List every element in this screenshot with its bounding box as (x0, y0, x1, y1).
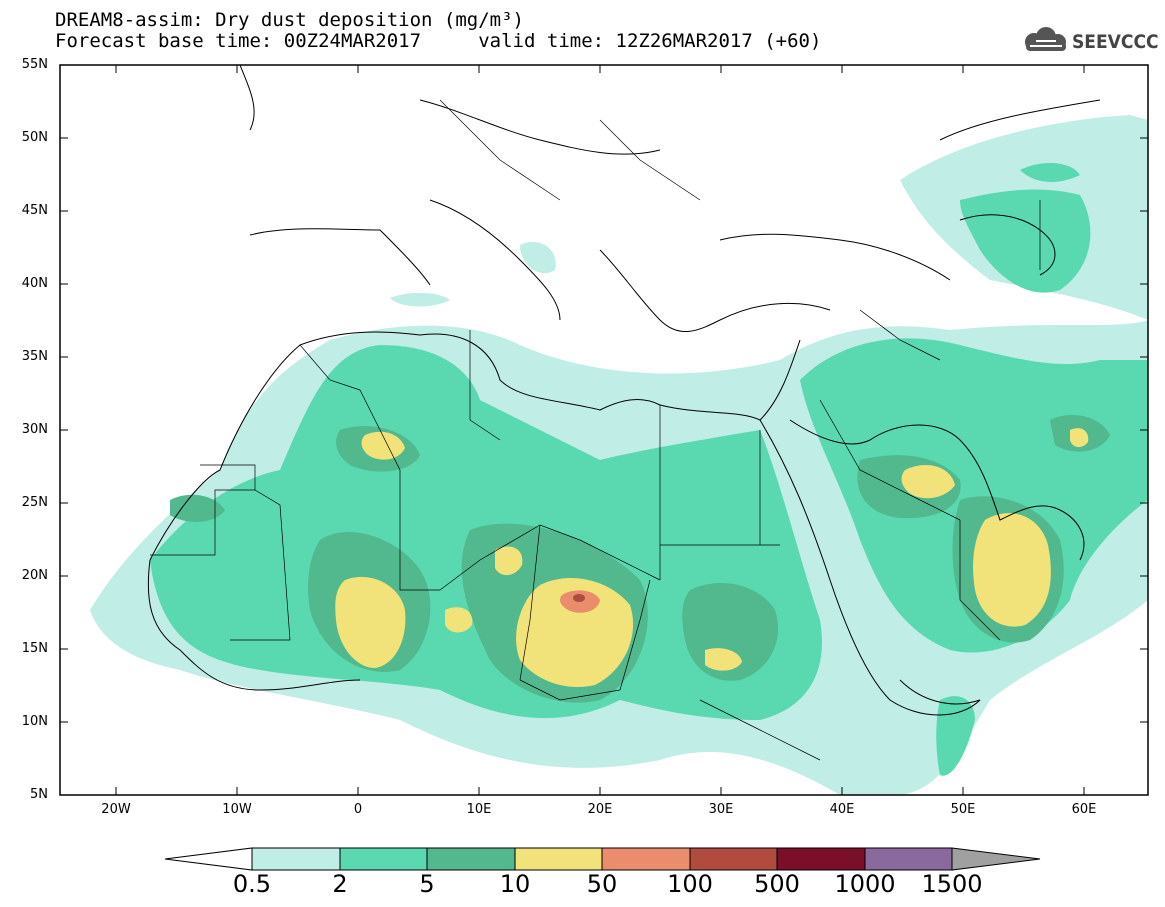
lon-label: 40E (829, 802, 855, 817)
colorbar-over-arrow (951, 847, 1041, 871)
lat-label: 20N (21, 568, 48, 583)
colorbar-label: 1500 (921, 870, 983, 898)
colorbar-swatch (339, 847, 428, 871)
colorbar-swatch (251, 847, 341, 871)
country-borders (150, 99, 1041, 761)
forecast-time-subtitle: Forecast base time: 00Z24MAR2017 valid t… (55, 30, 822, 52)
cloud-icon (1025, 27, 1066, 51)
lat-label: 25N (21, 495, 48, 510)
lon-label: 20W (101, 802, 131, 817)
lon-label: 0 (353, 802, 363, 817)
lat-label: 55N (21, 57, 48, 72)
colorbar-label: 500 (754, 870, 800, 898)
lat-label: 10N (21, 714, 48, 729)
lat-ticks (60, 64, 1148, 723)
lon-label: 60E (1071, 802, 1097, 817)
lon-label: 20E (587, 802, 613, 817)
lon-label: 10W (222, 802, 252, 817)
map-title: DREAM8-assim: Dry dust deposition (mg/m³… (55, 9, 524, 31)
lon-label: 30E (708, 802, 734, 817)
colorbar-label: 100 (667, 870, 713, 898)
lat-label: 45N (21, 203, 48, 218)
colorbar (164, 847, 1041, 871)
lat-label: 40N (21, 276, 48, 291)
lat-label: 15N (21, 641, 48, 656)
colorbar-swatch (601, 847, 691, 871)
lon-label: 50E (950, 802, 976, 817)
lon-ticks (115, 65, 1085, 795)
lon-label: 10E (466, 802, 492, 817)
seevccc-logo: SEEVCCC (1072, 31, 1159, 53)
lat-label: 35N (21, 349, 48, 364)
colorbar-label: 50 (586, 870, 618, 898)
lat-label: 5N (30, 787, 48, 802)
lat-label: 50N (21, 130, 48, 145)
colorbar-label: 2 (332, 870, 348, 898)
colorbar-label: 5 (419, 870, 435, 898)
colorbar-swatch (514, 847, 603, 871)
colorbar-swatch (426, 847, 516, 871)
colorbar-under-arrow (164, 847, 253, 871)
colorbar-swatch (776, 847, 866, 871)
dust-level-10 (335, 428, 1089, 688)
colorbar-label: 10 (499, 870, 531, 898)
dust-level-100 (573, 594, 585, 602)
lat-label: 30N (21, 422, 48, 437)
colorbar-swatch (864, 847, 953, 871)
colorbar-label: 1000 (834, 870, 896, 898)
coastlines (147, 65, 1101, 716)
colorbar-swatch (689, 847, 778, 871)
colorbar-label: 0.5 (232, 870, 272, 898)
